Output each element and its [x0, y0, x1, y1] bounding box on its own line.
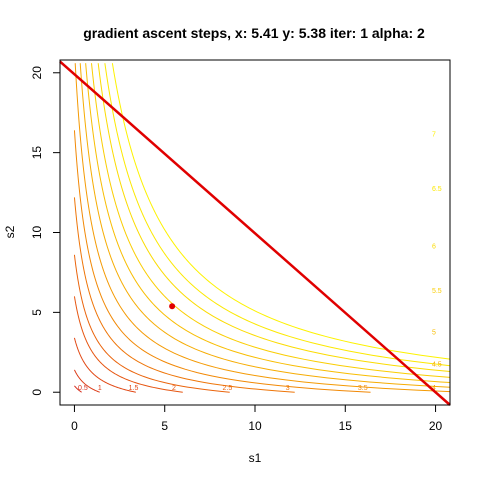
y-axis-label: s2	[3, 225, 17, 238]
contour-line	[111, 63, 450, 360]
y-tick-label: 10	[30, 226, 44, 240]
constraint-line	[59, 60, 451, 406]
x-tick-label: 0	[71, 419, 78, 433]
y-axis: 0 5 10 15 20	[30, 66, 61, 396]
contour-line	[73, 130, 371, 393]
contour-label: 4.5	[432, 362, 442, 369]
x-tick-label: 10	[248, 419, 262, 433]
contour-label: 0.5	[78, 385, 88, 392]
contour-label: 1.5	[129, 385, 139, 392]
x-axis-label: s1	[249, 451, 262, 465]
contour-label: 6	[432, 243, 436, 250]
contour-label: 4	[432, 385, 436, 392]
contour-label: 6.5	[432, 186, 442, 193]
contour-labels: 0.5 1 1.5 2 2.5 3 3.5 4 4.5 5 5.5 6 6.5 7	[78, 132, 442, 392]
contour-lines	[73, 63, 450, 393]
contour-line	[73, 197, 295, 393]
contour-line	[79, 63, 450, 388]
contour-line	[73, 337, 136, 393]
contour-line	[97, 63, 450, 373]
contour-line	[74, 385, 82, 393]
x-axis: 0 5 10 15 20	[71, 404, 443, 433]
contour-line	[73, 296, 183, 393]
contour-label: 2	[172, 385, 176, 392]
contour-label: 1	[98, 385, 102, 392]
y-tick-label: 0	[30, 389, 44, 396]
contour-line	[91, 63, 450, 378]
contour-label: 5	[432, 330, 436, 337]
contour-line	[73, 254, 230, 393]
y-tick-label: 5	[30, 309, 44, 316]
contour-label: 7	[432, 132, 436, 139]
contour-label: 3.5	[358, 385, 368, 392]
contour-label: 5.5	[432, 288, 442, 295]
x-tick-label: 15	[339, 419, 353, 433]
chart-title: gradient ascent steps, x: 5.41 y: 5.38 i…	[83, 25, 425, 41]
contour-line	[104, 63, 450, 367]
contour-line	[74, 63, 450, 393]
contour-label: 2.5	[223, 385, 233, 392]
contour-line	[85, 63, 450, 384]
contour-label: 3	[286, 385, 290, 392]
contour-line	[73, 369, 100, 393]
y-tick-label: 20	[30, 66, 44, 80]
y-tick-label: 15	[30, 146, 44, 160]
x-tick-label: 20	[429, 419, 443, 433]
current-point	[169, 303, 176, 310]
x-tick-label: 5	[161, 419, 168, 433]
overlay-marks	[59, 60, 451, 406]
